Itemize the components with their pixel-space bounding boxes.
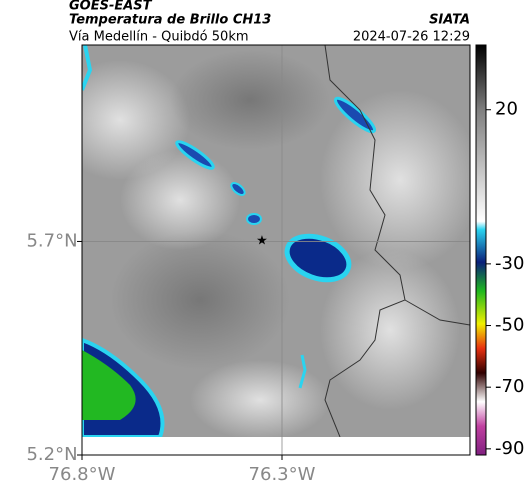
colorbar: [475, 44, 487, 456]
colorbar-tick-label: -70: [495, 376, 524, 397]
x-tick-label: 76.3°W: [249, 464, 316, 485]
map-frame: [81, 44, 471, 456]
subtitle: Temperatura de Brillo CH13: [69, 13, 271, 28]
title: GOES-EAST: [69, 0, 153, 14]
route: Vía Medellín - Quibdó 50km: [69, 30, 249, 45]
x-tick-label: 76.8°W: [49, 464, 116, 485]
colorbar-tick-label: -50: [495, 315, 524, 336]
colorbar-tick-label: 20: [495, 99, 518, 120]
colorbar-tick-label: -90: [495, 438, 524, 459]
y-tick-label: 5.7°N: [26, 230, 77, 251]
source: SIATA: [429, 13, 470, 28]
satellite-image: [82, 45, 470, 437]
colorbar-tick-label: -30: [495, 253, 524, 274]
location-star: ★: [256, 234, 268, 249]
y-tick-label: 5.2°N: [26, 444, 77, 465]
datetime: 2024-07-26 12:29: [353, 30, 470, 45]
